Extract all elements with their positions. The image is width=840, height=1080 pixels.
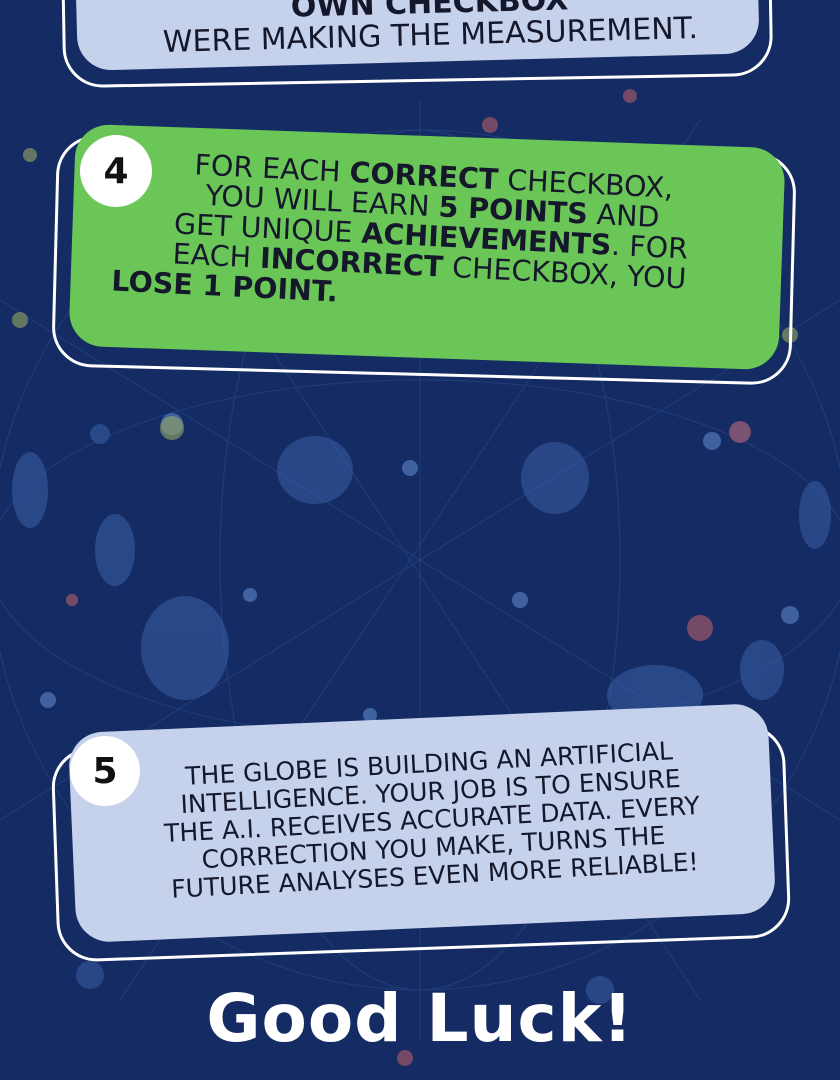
step-4-card: 4 FOR EACH CORRECT CHECKBOX, YOU WILL EA… <box>40 118 800 398</box>
step-5-number-badge: 5 <box>70 736 140 806</box>
step-4-number-badge: 4 <box>80 135 152 207</box>
good-luck-title: Good Luck! <box>206 980 634 1057</box>
step-4-text: FOR EACH CORRECT CHECKBOX, YOU WILL EARN… <box>110 148 689 309</box>
step-3-card: OWN CHECKBOX WERE MAKING THE MEASUREMENT… <box>60 0 774 90</box>
step-5-card: 5 THE GLOBE IS BUILDING AN ARTIFICIAL IN… <box>46 700 796 963</box>
